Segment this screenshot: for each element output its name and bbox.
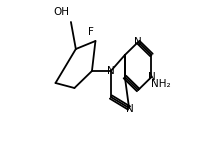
Text: N: N — [134, 37, 141, 47]
Text: N: N — [147, 72, 155, 82]
Text: N: N — [107, 66, 114, 76]
Text: N: N — [125, 104, 133, 114]
Text: OH: OH — [54, 7, 69, 17]
Text: F: F — [87, 27, 93, 37]
Text: NH₂: NH₂ — [150, 79, 170, 89]
